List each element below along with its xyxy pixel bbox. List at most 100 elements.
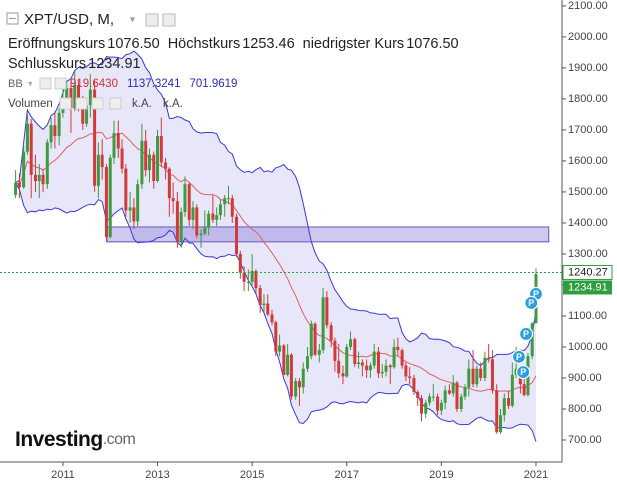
candle-body: [313, 323, 317, 355]
candle-body: [147, 154, 151, 171]
indicator-value: 919.6430: [70, 78, 118, 90]
candle-body: [215, 215, 219, 220]
candle-body: [93, 89, 97, 186]
candle-body: [278, 345, 282, 352]
candle-body: [353, 339, 357, 365]
y-tick-label: 2100.00: [568, 0, 608, 12]
stat-value: 1076.50: [406, 36, 458, 52]
candle-body: [136, 184, 140, 222]
candle-body: [73, 84, 77, 109]
candle-body: [128, 207, 132, 211]
candle-body: [258, 288, 262, 306]
x-tick-label: 2017: [335, 469, 359, 481]
candle-body: [254, 270, 258, 289]
settings-icon[interactable]: [39, 77, 52, 90]
candle-body: [297, 381, 301, 388]
x-tick-label: 2013: [145, 469, 169, 481]
candle-body: [479, 368, 483, 378]
x-tick-label: 2015: [240, 469, 264, 481]
last-price-box: [562, 264, 613, 280]
candle-body: [451, 382, 455, 394]
candle-body: [510, 374, 514, 406]
y-tick-label: 1400.00: [568, 217, 608, 229]
candle-body: [487, 357, 491, 360]
candle-body: [179, 212, 183, 242]
candle-body: [144, 140, 148, 171]
collapse-icon[interactable]: [6, 12, 19, 25]
candle-body: [81, 98, 85, 124]
hide-icon[interactable]: [91, 97, 104, 110]
candle-body: [29, 123, 33, 175]
indicator-values: 919.6430 1137.3241 701.9619: [70, 78, 237, 90]
candle-body: [436, 396, 440, 411]
candle-body: [45, 142, 49, 185]
dropdown-icon[interactable]: ▾: [130, 15, 135, 26]
gear-icon[interactable]: [75, 97, 88, 110]
candle-body: [22, 151, 26, 188]
y-tick-label: 1300.00: [568, 248, 608, 260]
y-tick-label: 1700.00: [568, 124, 608, 136]
y-tick-label: 2000.00: [568, 31, 608, 43]
candle-body: [235, 216, 239, 254]
candle-body: [530, 323, 534, 357]
volume-value: k.A.: [163, 98, 183, 110]
stats-line: Schlusskurs 1234.91: [8, 56, 141, 72]
event-marker-label: P: [520, 367, 526, 377]
event-marker-label: P: [523, 329, 529, 339]
logo: Investing.com: [15, 428, 136, 451]
candle-body: [447, 390, 451, 394]
candle-body: [183, 184, 187, 213]
candle-body: [499, 415, 503, 433]
y-tick-label: 700.00: [568, 434, 602, 446]
candle-body: [490, 359, 494, 391]
candle-body: [156, 136, 160, 182]
candle-body: [333, 340, 337, 361]
candle-body: [483, 357, 487, 378]
candle-body: [120, 148, 124, 169]
candle-body: [507, 398, 511, 406]
gear-icon[interactable]: [162, 13, 176, 27]
candle-body: [404, 365, 408, 377]
candle-body: [301, 368, 305, 388]
candle-body: [140, 140, 144, 185]
candle-body: [17, 182, 21, 188]
candle-body: [226, 198, 230, 200]
candle-body: [53, 125, 57, 137]
candle-body: [495, 390, 499, 433]
volume-label: Volumen: [8, 98, 53, 110]
volume-value: k.A.: [132, 98, 152, 110]
gear-icon[interactable]: [54, 77, 67, 90]
candle-body: [262, 303, 266, 306]
candle-body: [424, 402, 428, 414]
candle-body: [349, 339, 353, 347]
y-tick-label: 1000.00: [568, 341, 608, 353]
settings-icon[interactable]: [59, 97, 72, 110]
event-marker-label: P: [528, 298, 534, 308]
candle-body: [400, 350, 404, 366]
stat-label: niedrigster Kurs: [303, 36, 405, 52]
candle-body: [207, 213, 211, 228]
indicator-name: BB: [8, 78, 23, 90]
candle-body: [112, 133, 116, 158]
candle-body: [25, 123, 29, 152]
indicator-value: 701.9619: [189, 78, 237, 90]
candle-body: [100, 154, 104, 168]
candle-body: [132, 207, 136, 222]
candle-body: [270, 314, 274, 323]
candle-body: [282, 345, 286, 375]
candle-body: [341, 373, 345, 377]
dropdown-icon[interactable]: ▾: [28, 78, 33, 88]
candle-body: [218, 204, 222, 216]
candle-body: [376, 351, 380, 374]
candle-body: [360, 362, 364, 366]
close-icon[interactable]: [109, 97, 122, 110]
indicator-value: 1137.3241: [127, 78, 181, 90]
settings-icon[interactable]: [145, 13, 159, 27]
candle-body: [467, 368, 471, 388]
close-price-label: 1234.91: [568, 281, 608, 293]
candle-body: [65, 88, 69, 99]
candle-body: [345, 346, 349, 377]
x-tick-label: 2011: [51, 469, 75, 481]
stat-value: 1253.46: [242, 36, 294, 52]
